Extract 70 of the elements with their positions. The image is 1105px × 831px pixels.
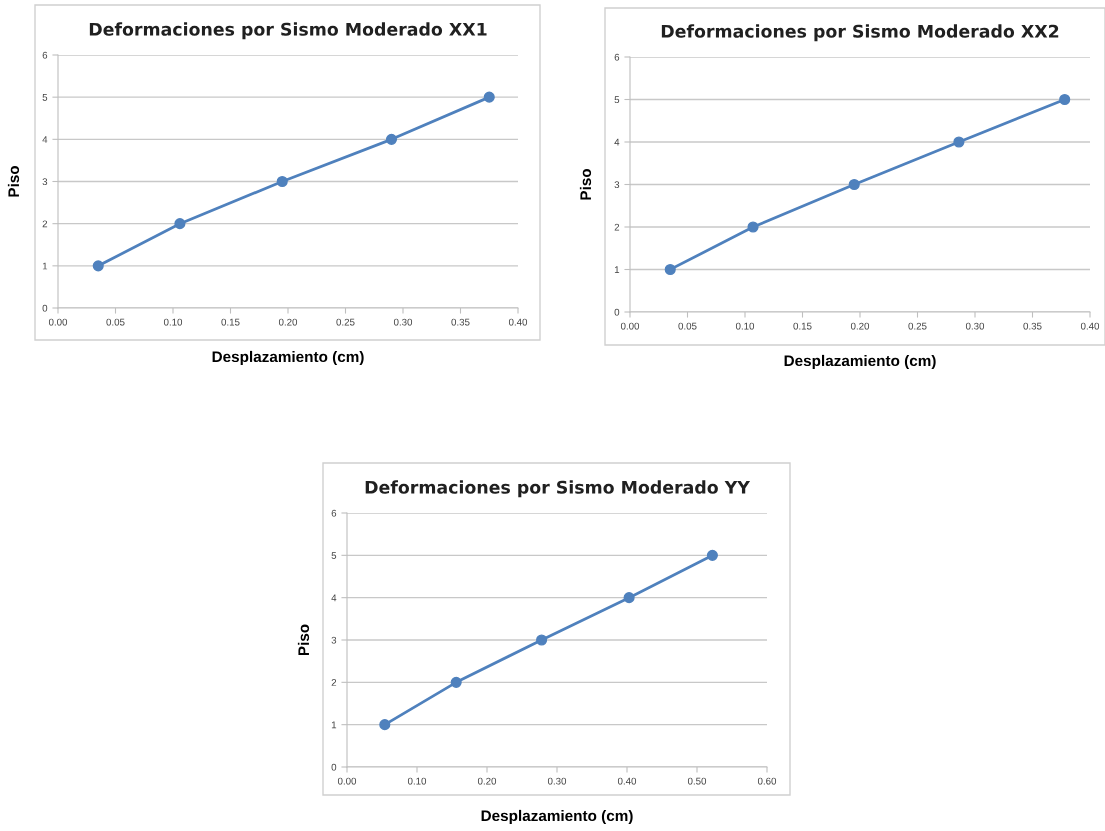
point [664, 263, 676, 276]
y-tick-label: 6 [614, 53, 620, 61]
point [483, 91, 495, 103]
y-tick-label: 0 [614, 308, 620, 316]
y-axis-title: Piso [7, 165, 20, 197]
x-tick-label: 0.40 [508, 318, 528, 326]
x-tick-label: 0.10 [735, 322, 755, 330]
point [747, 221, 759, 233]
point [379, 719, 391, 731]
x-tick-label: 0.40 [1080, 322, 1100, 330]
x-axis-title: Desplazamiento (cm) [212, 350, 364, 366]
y-axis-title: Piso [579, 168, 592, 200]
x-tick-label: 0.60 [757, 777, 777, 785]
x-tick-label: 0.30 [965, 322, 985, 330]
y-tick-label: 0 [42, 304, 48, 312]
point [848, 178, 860, 191]
x-tick-label: 0.20 [278, 318, 298, 326]
y-tick-label: 2 [42, 220, 48, 228]
chart-title: Deformaciones por Sismo Moderado XX2 [661, 24, 1059, 42]
x-axis-title: Desplazamiento (cm) [481, 809, 633, 825]
x-tick-label: 0.15 [793, 322, 812, 330]
y-tick-label: 2 [331, 679, 337, 686]
x-tick-label: 0.00 [337, 777, 357, 785]
x-tick-label: 0.40 [617, 777, 637, 785]
x-tick-label: 0.25 [908, 322, 927, 330]
point [276, 175, 288, 188]
point [706, 549, 718, 561]
point [92, 260, 104, 272]
x-tick-label: 0.25 [336, 318, 355, 326]
y-tick-label: 4 [42, 136, 48, 143]
y-tick-label: 5 [614, 96, 620, 104]
y-tick-label: 2 [614, 223, 620, 231]
y-tick-label: 3 [614, 181, 620, 189]
y-tick-label: 1 [331, 721, 337, 729]
x-tick-label: 0.35 [451, 318, 470, 326]
x-tick-label: 0.10 [407, 777, 427, 785]
x-tick-label: 0.50 [687, 777, 707, 785]
x-tick-label: 0.00 [620, 322, 640, 330]
x-axis-title: Desplazamiento (cm) [784, 354, 936, 370]
point [385, 133, 398, 145]
x-tick-label: 0.05 [106, 318, 125, 326]
point [623, 592, 635, 604]
x-tick-label: 0.05 [678, 322, 697, 330]
y-tick-label: 3 [331, 636, 337, 644]
point [953, 136, 965, 148]
y-tick-label: 5 [42, 94, 48, 101]
x-tick-label: 0.20 [477, 777, 497, 785]
x-tick-label: 0.20 [850, 322, 870, 330]
y-tick-label: 1 [614, 266, 620, 274]
x-tick-label: 0.35 [1023, 322, 1042, 330]
y-tick-label: 0 [331, 763, 337, 771]
y-axis-title: Piso [297, 624, 310, 656]
x-tick-label: 0.30 [393, 318, 413, 326]
chart-title: Deformaciones por Sismo Moderado YY [365, 480, 751, 498]
x-tick-label: 0.30 [547, 777, 567, 785]
y-tick-label: 5 [331, 552, 337, 559]
x-tick-label: 0.15 [221, 318, 240, 326]
y-tick-label: 4 [614, 138, 620, 146]
y-tick-label: 3 [42, 178, 48, 186]
y-tick-label: 1 [42, 262, 48, 270]
y-tick-label: 6 [42, 51, 48, 59]
point [536, 634, 548, 646]
point [174, 218, 186, 230]
y-tick-label: 6 [331, 509, 337, 517]
x-tick-label: 0.00 [48, 318, 68, 326]
chart-title: Deformaciones por Sismo Moderado XX1 [89, 22, 487, 40]
y-tick-label: 4 [331, 594, 337, 602]
x-tick-label: 0.10 [163, 318, 183, 326]
point [450, 676, 462, 688]
point [1059, 93, 1071, 106]
